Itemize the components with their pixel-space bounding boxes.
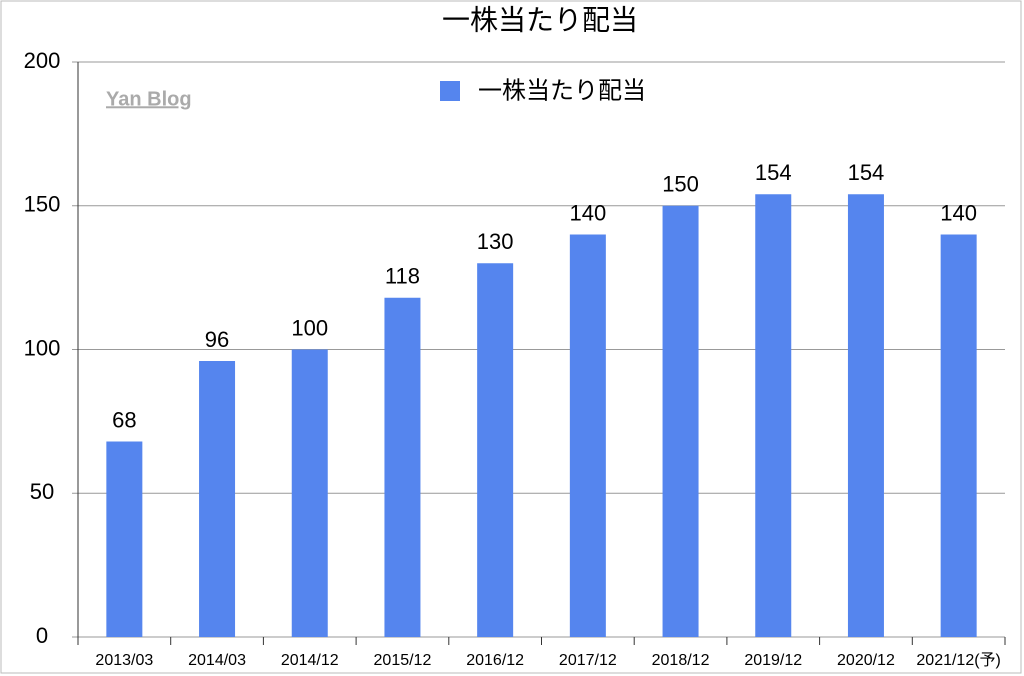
data-label: 130: [477, 229, 514, 254]
x-tick-label: 2013/03: [95, 652, 153, 669]
data-label: 100: [291, 315, 328, 340]
x-tick-label: 2019/12: [744, 652, 802, 669]
data-label: 154: [848, 160, 885, 185]
y-tick-label: 200: [24, 48, 61, 73]
chart-title: 一株当たり配当: [442, 4, 638, 35]
y-tick-label: 100: [24, 335, 61, 360]
bar: [569, 234, 606, 637]
bar: [477, 263, 514, 637]
x-tick-label: 2014/03: [188, 652, 246, 669]
y-tick-label: 150: [24, 192, 61, 217]
data-label: 140: [569, 200, 606, 225]
legend-swatch: [440, 81, 460, 101]
x-tick-label: 2014/12: [281, 652, 339, 669]
x-tick-label: 2016/12: [466, 652, 524, 669]
bar: [106, 441, 143, 637]
x-tick-label: 2015/12: [374, 652, 432, 669]
x-tick-label: 2021/12(予): [916, 651, 1001, 669]
bar: [662, 205, 699, 637]
data-label: 68: [112, 407, 136, 432]
y-tick-label: 50: [30, 479, 54, 504]
bar: [291, 349, 328, 637]
x-tick-label: 2020/12: [837, 652, 895, 669]
x-tick-label: 2018/12: [652, 652, 710, 669]
bar: [384, 297, 421, 637]
data-label: 150: [662, 172, 699, 197]
bar: [199, 361, 236, 637]
data-label: 154: [755, 160, 792, 185]
y-tick-label: 0: [36, 623, 48, 648]
data-label: 96: [205, 327, 229, 352]
watermark: Yan Blog: [106, 88, 192, 110]
bar: [755, 194, 792, 637]
data-label: 118: [385, 264, 420, 289]
bar: [940, 234, 977, 637]
bar: [847, 194, 884, 637]
x-tick-label: 2017/12: [559, 652, 617, 669]
legend-label: 一株当たり配当: [478, 77, 646, 104]
data-label: 140: [940, 200, 977, 225]
